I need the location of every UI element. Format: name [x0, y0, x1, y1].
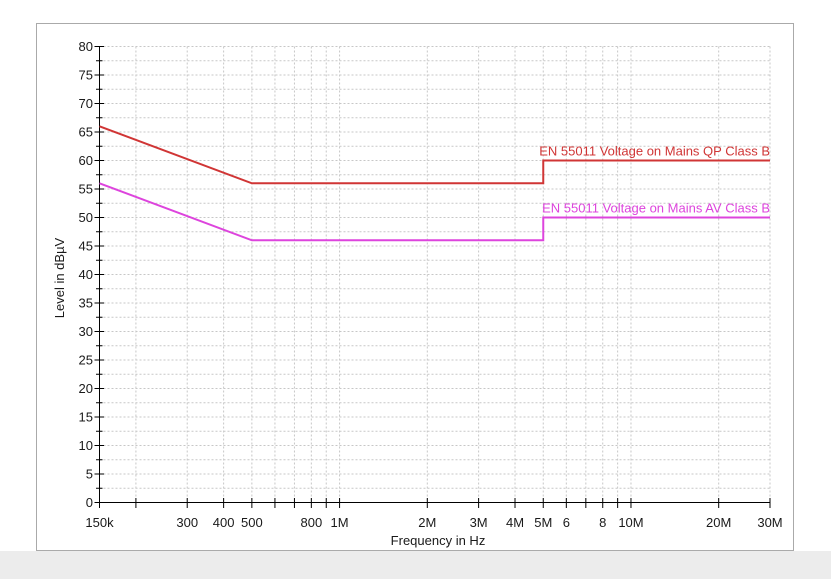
y-tick-label: 20: [79, 381, 93, 396]
x-axis-title: Frequency in Hz: [391, 533, 486, 548]
y-tick-label: 65: [79, 125, 93, 140]
series-label-1: EN 55011 Voltage on Mains AV Class B: [542, 201, 770, 216]
x-tick-label: 3M: [470, 515, 488, 530]
x-tick-label: 20M: [706, 515, 731, 530]
series-layer: EN 55011 Voltage on Mains QP Class B EN 5…: [99, 125, 770, 242]
x-tick-label: 2M: [418, 515, 436, 530]
x-tick-label: 800: [300, 515, 322, 530]
x-tick-label: 10M: [618, 515, 643, 530]
y-tick-label: 15: [79, 410, 93, 425]
x-tick-label: 400: [213, 515, 235, 530]
x-tick-label: 500: [241, 515, 263, 530]
y-tick-label: 55: [79, 182, 93, 197]
y-axis-title: Level in dBµV: [52, 237, 67, 318]
axis-layer: 150k 300 400 500 800 1M 2M 3M 4M 5M 6 8 10M 20M 30M 0 5 1…: [79, 39, 783, 530]
series-line-1: [99, 182, 770, 242]
y-tick-label: 40: [79, 267, 93, 282]
y-tick-label: 70: [79, 96, 93, 111]
x-tick-label: 6: [563, 515, 570, 530]
x-tick-label: 300: [176, 515, 198, 530]
series-line-0: [99, 125, 770, 185]
y-tick-label: 10: [79, 438, 93, 453]
x-tick-label: 8: [599, 515, 606, 530]
y-tick-label: 45: [79, 239, 93, 254]
grid-layer: [99, 46, 771, 503]
y-tick-label: 50: [79, 210, 93, 225]
x-tick-label: 1M: [331, 515, 349, 530]
x-tick-label: 4M: [506, 515, 524, 530]
y-tick-label: 30: [79, 324, 93, 339]
x-tick-label: 5M: [534, 515, 552, 530]
series-label-0: EN 55011 Voltage on Mains QP Class B: [539, 144, 770, 159]
x-tick-label: 150k: [85, 515, 114, 530]
y-tick-label: 80: [79, 39, 93, 54]
y-tick-label: 25: [79, 353, 93, 368]
y-tick-label: 0: [86, 495, 93, 510]
x-tick-label: 30M: [757, 515, 782, 530]
y-tick-label: 5: [86, 467, 93, 482]
chart-panel: [36, 23, 794, 551]
y-tick-label: 75: [79, 68, 93, 83]
y-tick-label: 35: [79, 296, 93, 311]
window-bottom-strip: [0, 551, 831, 579]
y-tick-label: 60: [79, 153, 93, 168]
